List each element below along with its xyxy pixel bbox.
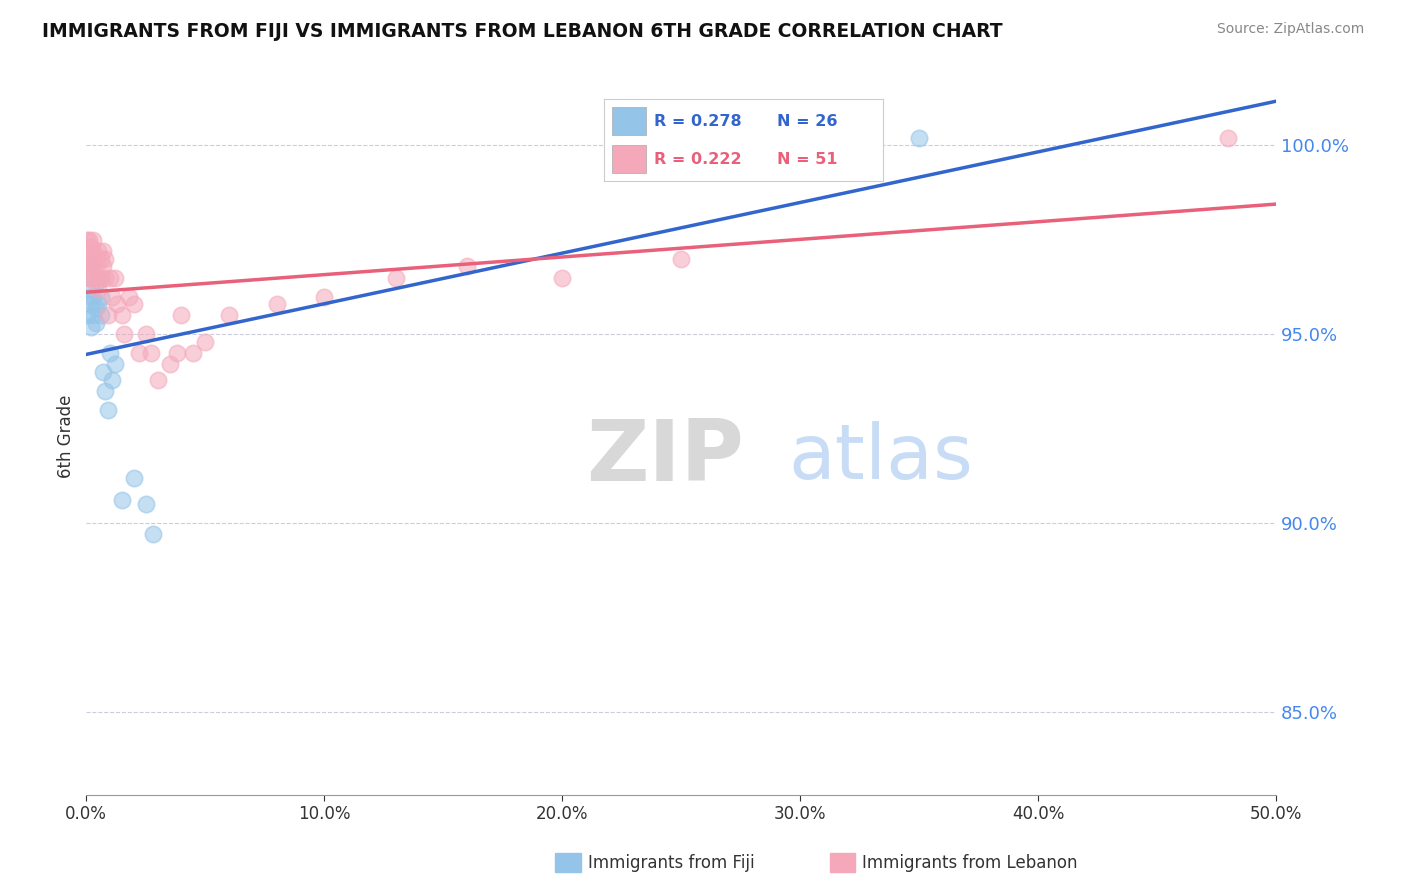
Point bbox=[97, 402, 120, 417]
Point bbox=[105, 297, 128, 311]
Point bbox=[84, 252, 107, 266]
Point bbox=[122, 471, 145, 485]
Point bbox=[384, 270, 406, 285]
Point bbox=[142, 527, 165, 541]
Point bbox=[139, 346, 162, 360]
Point bbox=[669, 252, 692, 266]
Point bbox=[82, 289, 104, 303]
Text: atlas: atlas bbox=[789, 421, 973, 495]
Point bbox=[98, 346, 121, 360]
Point bbox=[908, 131, 931, 145]
Point bbox=[135, 497, 157, 511]
Point bbox=[266, 297, 288, 311]
Point bbox=[80, 260, 103, 274]
Point bbox=[76, 244, 98, 259]
Point bbox=[1218, 131, 1240, 145]
Point bbox=[77, 270, 100, 285]
Point bbox=[76, 233, 98, 247]
Point bbox=[79, 297, 101, 311]
Point bbox=[77, 289, 100, 303]
Point bbox=[76, 309, 98, 323]
Point bbox=[128, 346, 150, 360]
Point bbox=[82, 260, 104, 274]
Point bbox=[456, 260, 478, 274]
Point bbox=[87, 244, 110, 259]
Point bbox=[90, 309, 112, 323]
Y-axis label: 6th Grade: 6th Grade bbox=[58, 394, 75, 478]
Point bbox=[77, 270, 100, 285]
Point bbox=[91, 365, 114, 379]
Point bbox=[91, 260, 114, 274]
Point bbox=[84, 301, 107, 315]
Text: IMMIGRANTS FROM FIJI VS IMMIGRANTS FROM LEBANON 6TH GRADE CORRELATION CHART: IMMIGRANTS FROM FIJI VS IMMIGRANTS FROM … bbox=[42, 22, 1002, 41]
Point bbox=[82, 270, 104, 285]
Point bbox=[94, 252, 117, 266]
Point bbox=[314, 289, 336, 303]
Point bbox=[87, 297, 110, 311]
Point bbox=[101, 373, 124, 387]
Point bbox=[94, 384, 117, 398]
Point bbox=[135, 327, 157, 342]
Point bbox=[77, 252, 100, 266]
Point bbox=[104, 358, 127, 372]
Point bbox=[97, 309, 120, 323]
Point bbox=[166, 346, 188, 360]
Point bbox=[122, 297, 145, 311]
Point bbox=[87, 282, 110, 296]
Point bbox=[77, 233, 100, 247]
Point bbox=[80, 260, 103, 274]
Point bbox=[87, 270, 110, 285]
Text: Immigrants from Lebanon: Immigrants from Lebanon bbox=[862, 854, 1077, 871]
Point bbox=[118, 289, 141, 303]
Point bbox=[80, 240, 103, 254]
Point bbox=[183, 346, 205, 360]
Point bbox=[98, 270, 121, 285]
Text: Immigrants from Fiji: Immigrants from Fiji bbox=[588, 854, 755, 871]
Point bbox=[112, 327, 135, 342]
Text: ZIP: ZIP bbox=[586, 417, 744, 500]
Point bbox=[170, 309, 193, 323]
Point bbox=[80, 319, 103, 334]
Point bbox=[146, 373, 169, 387]
Point bbox=[94, 270, 117, 285]
Point bbox=[551, 270, 574, 285]
Point bbox=[80, 270, 103, 285]
Point bbox=[77, 260, 100, 274]
Point bbox=[159, 358, 181, 372]
Point bbox=[90, 289, 112, 303]
Point bbox=[84, 260, 107, 274]
Text: Source: ZipAtlas.com: Source: ZipAtlas.com bbox=[1216, 22, 1364, 37]
Point bbox=[80, 252, 103, 266]
Point bbox=[90, 252, 112, 266]
Point bbox=[87, 274, 110, 288]
Point bbox=[90, 270, 112, 285]
Point bbox=[80, 282, 103, 296]
Point bbox=[218, 309, 240, 323]
Point bbox=[101, 289, 124, 303]
Point bbox=[82, 309, 104, 323]
Point bbox=[82, 233, 104, 247]
Point bbox=[104, 270, 127, 285]
Point bbox=[111, 493, 134, 508]
Point bbox=[84, 316, 107, 330]
Point bbox=[194, 334, 217, 349]
Point bbox=[82, 244, 104, 259]
Point bbox=[91, 244, 114, 259]
Point bbox=[111, 309, 134, 323]
